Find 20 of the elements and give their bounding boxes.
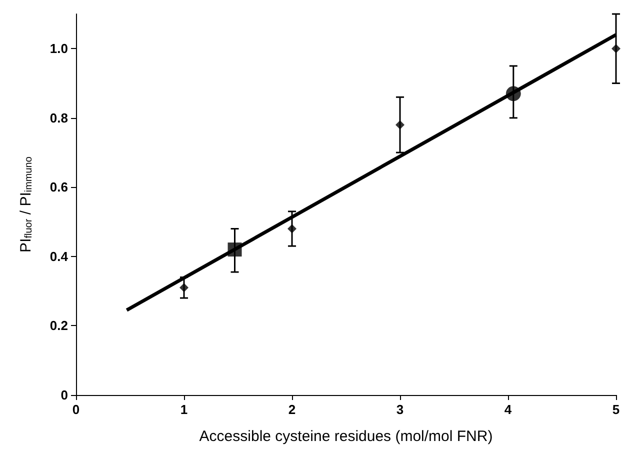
point [288,224,296,234]
point [228,242,242,257]
point [506,86,521,102]
x-tick-label: 3 [396,402,404,417]
point [612,44,620,54]
y-tick-label: 0 [60,388,68,402]
y-tick-label: 0.8 [50,110,68,126]
x-tick-label: 4 [504,402,512,417]
point [180,283,188,292]
y-tick-label: 0.2 [50,318,68,334]
y-tick-label: 1.0 [50,41,68,56]
y-tick-label: 0.4 [50,248,69,264]
y-tick-label: 0.6 [50,180,68,195]
x-axis-title: Accessible cysteine residues (mol/mol FNR) [199,428,493,445]
y-axis-title: PIfluor / PIimmuno [18,156,34,252]
x-tick-label: 2 [288,402,296,417]
x-tick-label: 0 [72,402,80,417]
x-tick-label: 1 [180,402,188,417]
point [396,120,404,130]
x-tick-label: 5 [612,402,620,417]
